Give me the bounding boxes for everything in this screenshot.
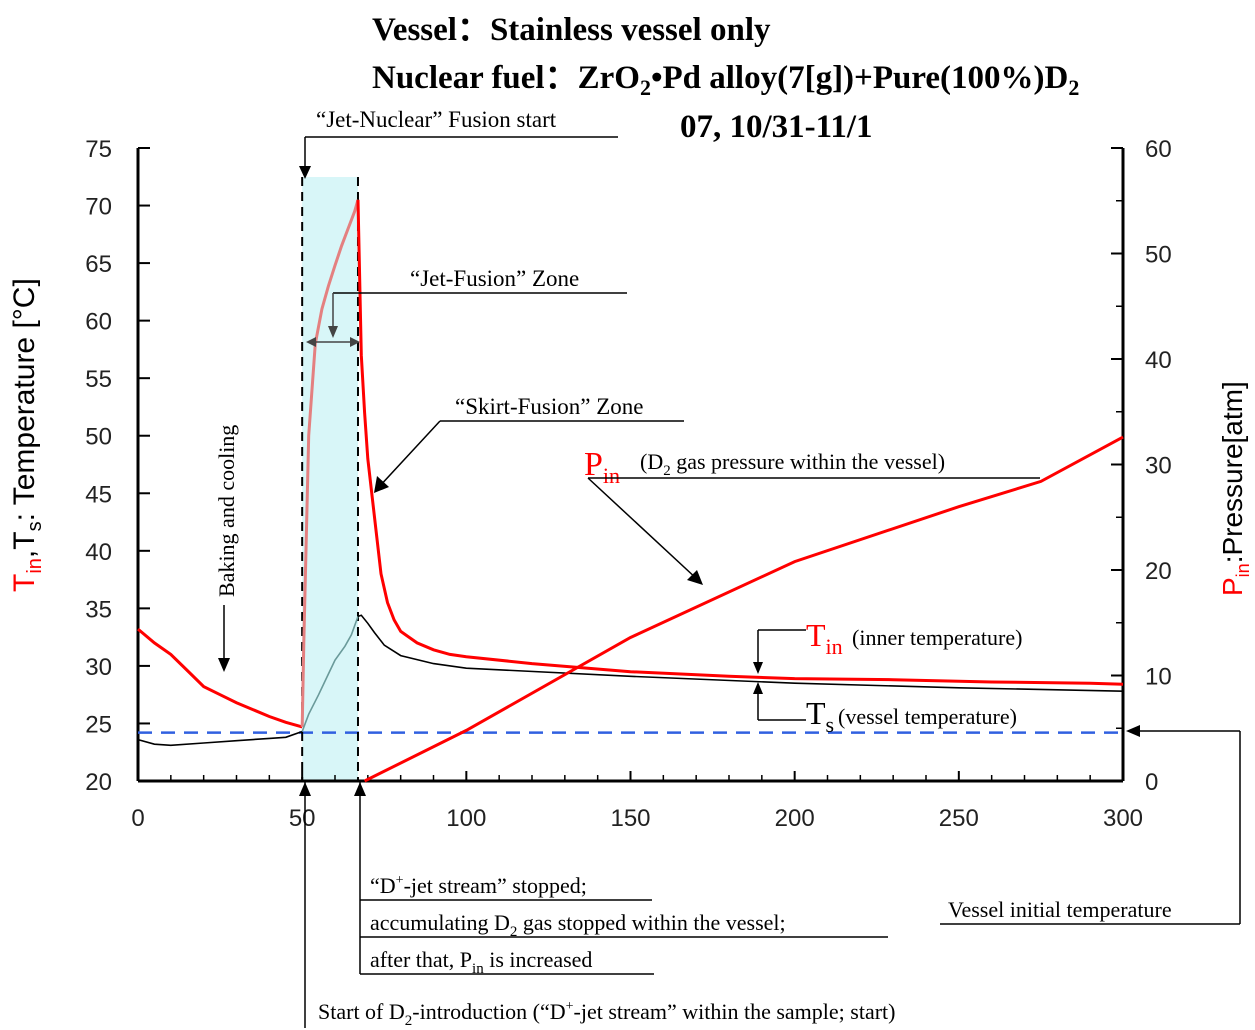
- header-vessel: Vessel：Stainless vessel only: [372, 12, 771, 48]
- series-tin-line: [137, 627, 303, 729]
- x-tick-label: 0: [131, 805, 144, 832]
- annotation-pin-symbol: Pin: [584, 446, 620, 488]
- ts-arrowhead: [753, 682, 763, 694]
- left-tick-label: 35: [85, 596, 112, 623]
- right-tick-label: 20: [1145, 558, 1172, 585]
- left-tick-label: 20: [85, 769, 112, 796]
- right-tick-label: 60: [1145, 136, 1172, 163]
- left-tick-label: 55: [85, 366, 112, 393]
- fusion-start-arrowhead: [299, 166, 311, 179]
- x-tick-label: 100: [446, 805, 486, 832]
- plot-area: [138, 148, 1123, 781]
- skirt-zone-arrowhead: [374, 476, 389, 493]
- right-tick-label: 10: [1145, 664, 1172, 691]
- jet-zone-arrowhead: [328, 326, 338, 338]
- annotation-ts-desc: (vessel temperature): [838, 704, 1017, 729]
- x-tick-label: 150: [610, 805, 650, 832]
- annotation-skirt-zone: “Skirt-Fusion” Zone: [455, 394, 643, 419]
- annotation-stopped-line2: accumulating D2 gas stopped within the v…: [370, 910, 786, 940]
- jet-zone-span-right-arrow: [350, 337, 360, 347]
- annotation-baking: Baking and cooling: [214, 425, 239, 597]
- pin-pointer: [587, 477, 699, 581]
- annotation-stopped-line3: after that, Pin is increased: [370, 947, 592, 977]
- series-tin-line-after: [356, 199, 1124, 686]
- left-tick-label: 50: [85, 424, 112, 451]
- stopped-arrowhead: [354, 782, 366, 796]
- tin-arrowhead: [753, 662, 763, 674]
- header-date: 07, 10/31-11/1: [680, 109, 873, 145]
- left-tick-label: 45: [85, 481, 112, 508]
- right-tick-label: 50: [1145, 242, 1172, 269]
- annotation-pin-desc: (D2 gas pressure within the vessel): [640, 449, 945, 479]
- skirt-zone-pointer: [377, 420, 441, 489]
- annotation-intro: Start of D2-introduction (“D+-jet stream…: [318, 999, 896, 1029]
- series-ts-line-after: [357, 614, 1124, 692]
- left-axis-label: Tin,Ts: Temperature [°C]: [8, 278, 46, 592]
- annotation-jet-zone: “Jet-Fusion” Zone: [410, 266, 579, 291]
- series-layer: [137, 199, 1124, 783]
- header-fuel: Nuclear fuel：ZrO2•Pd alloy(7[g])+Pure(10…: [372, 60, 1079, 100]
- jet-fusion-zone-shade: [302, 177, 358, 781]
- series-tin-line-zone: [300, 199, 360, 727]
- right-axis-ticks: 0 10 20 30 40 50 60: [1111, 136, 1172, 796]
- annotation-tin-desc: (inner temperature): [852, 625, 1022, 650]
- right-tick-label: 30: [1145, 453, 1172, 480]
- x-tick-label: 200: [775, 805, 815, 832]
- x-axis-ticks: 0 50 100 150 200 250 300: [131, 771, 1143, 832]
- left-tick-label: 65: [85, 251, 112, 278]
- x-tick-label: 50: [289, 805, 316, 832]
- right-tick-label: 0: [1145, 769, 1158, 796]
- series-ts-line-zone: [301, 616, 359, 732]
- pin-arrowhead: [687, 570, 703, 585]
- x-tick-label: 250: [939, 805, 979, 832]
- left-tick-label: 70: [85, 194, 112, 221]
- annotation-stopped-line1: “D+-jet stream” stopped;: [370, 873, 587, 898]
- series-ts-line: [137, 730, 303, 747]
- left-axis-ticks: 20 25 30 35 40 45 50 55 60 65 70 75: [85, 136, 150, 796]
- x-tick-label: 300: [1103, 805, 1143, 832]
- left-tick-label: 40: [85, 539, 112, 566]
- series-pin-line: [363, 435, 1124, 783]
- left-tick-label: 30: [85, 654, 112, 681]
- annotation-fusion-start: “Jet-Nuclear” Fusion start: [316, 107, 557, 132]
- annotation-initial-temp: Vessel initial temperature: [948, 897, 1172, 922]
- right-axis-label: Pin:Pressure[atm]: [1217, 381, 1253, 596]
- baking-arrowhead: [218, 658, 230, 672]
- left-tick-label: 60: [85, 309, 112, 336]
- initial-temp-arrowhead: [1126, 725, 1140, 737]
- intro-arrowhead: [299, 782, 311, 796]
- right-tick-label: 40: [1145, 347, 1172, 374]
- left-tick-label: 75: [85, 136, 112, 163]
- jet-zone-span-left-arrow: [306, 337, 316, 347]
- annotation-ts-symbol: Ts: [806, 695, 834, 737]
- annotation-tin-symbol: Tin: [806, 617, 843, 659]
- left-tick-label: 25: [85, 711, 112, 738]
